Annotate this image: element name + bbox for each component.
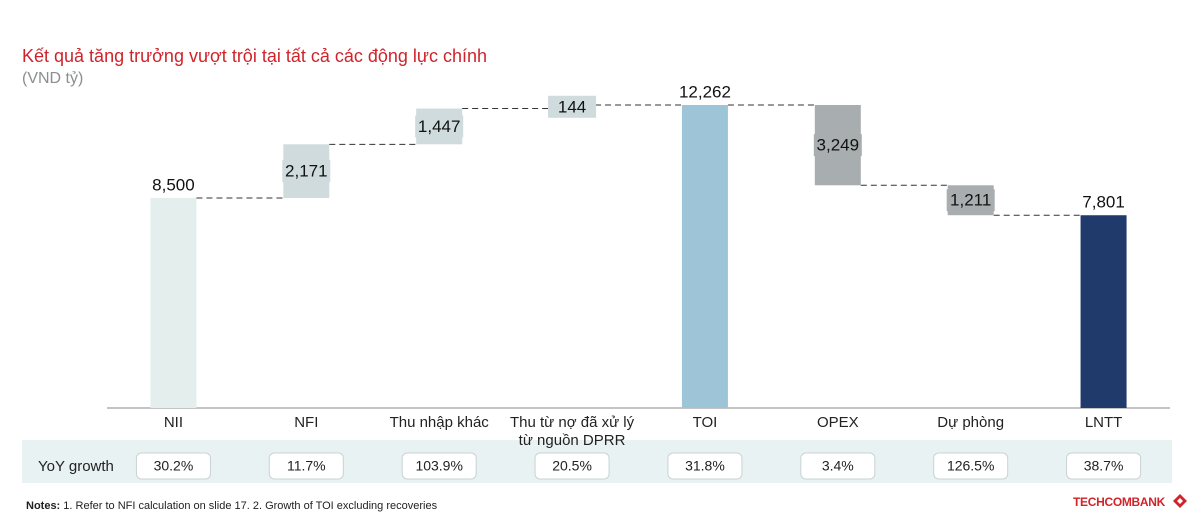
growth-pill bbox=[534, 452, 610, 480]
value-label: 3,249 bbox=[817, 136, 860, 155]
x-tick-label: Thu nhập khác bbox=[389, 414, 489, 431]
notes: Notes: 1. Refer to NFI calculation on sl… bbox=[26, 500, 437, 512]
value-label-bg bbox=[415, 115, 464, 138]
value-label: 8,500 bbox=[152, 175, 195, 194]
bar bbox=[681, 105, 728, 408]
x-tick-label: Thu từ nợ đã xử lý từ nguồn DPRR bbox=[509, 414, 635, 449]
value-label-bg bbox=[946, 189, 995, 212]
growth-value: 31.8% bbox=[685, 458, 725, 474]
growth-pill bbox=[135, 452, 211, 480]
bar bbox=[1080, 215, 1127, 408]
x-tick-label: OPEX bbox=[816, 414, 859, 431]
chart-subtitle: (VND tỷ) bbox=[22, 70, 84, 87]
value-label: 7,801 bbox=[1082, 193, 1125, 212]
notes-label: Notes: bbox=[26, 500, 61, 512]
value-label-bg bbox=[548, 95, 597, 118]
value-label-bg bbox=[282, 160, 331, 183]
bar bbox=[150, 197, 197, 408]
growth-value: 126.5% bbox=[947, 458, 994, 474]
value-label: 2,171 bbox=[285, 162, 328, 181]
growth-pill bbox=[1066, 452, 1142, 480]
x-tick-label: Dự phòng bbox=[937, 414, 1005, 431]
growth-value: 3.4% bbox=[822, 458, 854, 474]
value-label-bg bbox=[813, 134, 862, 157]
value-label: 12,262 bbox=[679, 82, 731, 101]
logo bbox=[1173, 494, 1187, 508]
growth-pill bbox=[268, 452, 344, 480]
value-label: 144 bbox=[558, 97, 586, 116]
x-tick-label: LNTT bbox=[1084, 414, 1123, 431]
growth-pill bbox=[933, 452, 1009, 480]
chart-title: Kết quả tăng trưởng vượt trội tại tất cả… bbox=[22, 46, 487, 66]
growth-pill bbox=[401, 452, 477, 480]
x-tick-label: NFI bbox=[294, 414, 319, 431]
x-tick-label: TOI bbox=[692, 414, 718, 431]
growth-value: 11.7% bbox=[287, 458, 326, 474]
growth-value: 30.2% bbox=[154, 458, 194, 474]
brand: TECHCOMBANK bbox=[1073, 495, 1166, 509]
growth-value: 103.9% bbox=[415, 458, 462, 474]
growth-pill bbox=[667, 452, 743, 480]
growth-value: 38.7% bbox=[1084, 458, 1124, 474]
x-tick-label: NII bbox=[163, 414, 184, 431]
value-label: 1,447 bbox=[418, 117, 461, 136]
value-label: 1,211 bbox=[950, 191, 991, 210]
growth-pill bbox=[800, 452, 876, 480]
notes-text: 1. Refer to NFI calculation on slide 17.… bbox=[63, 500, 438, 512]
growth-value: 20.5% bbox=[552, 458, 592, 474]
growth-label: YoY growth bbox=[38, 458, 114, 475]
